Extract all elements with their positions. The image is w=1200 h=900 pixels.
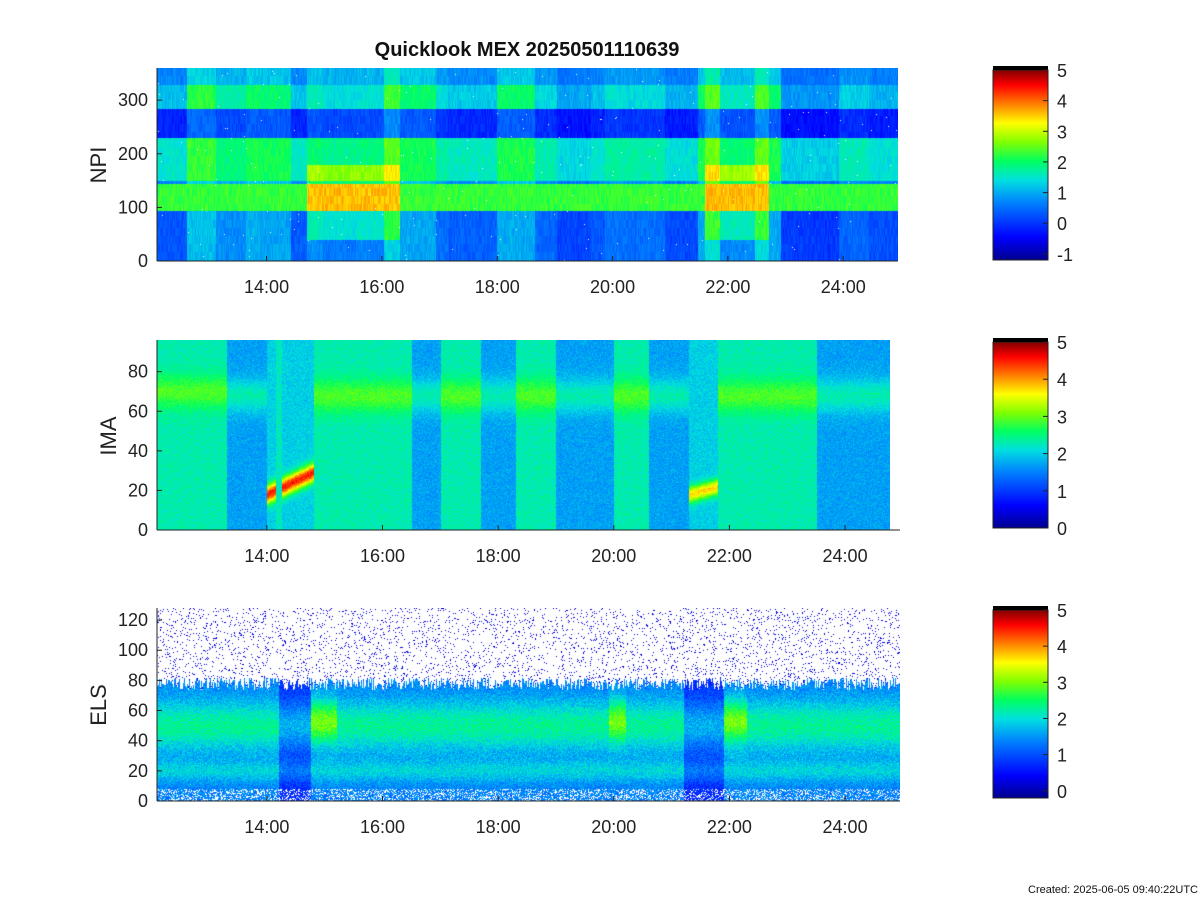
- colorbar-tick-label: 1: [1057, 184, 1067, 204]
- ima-colorbar-top: [993, 338, 1048, 342]
- y-tick-label: 40: [128, 731, 148, 751]
- x-tick-label: 16:00: [360, 546, 405, 566]
- panel-npi: 0 100 200 300 14:00 16:00 18:00 20:00 22:00 24:00…: [86, 61, 1073, 297]
- y-tick-label: 0: [138, 520, 148, 540]
- npi-ylabel: NPI: [86, 147, 111, 184]
- x-tick-label: 16:00: [359, 277, 404, 297]
- y-tick-label: 80: [128, 362, 148, 382]
- els-ylabel: ELS: [86, 684, 111, 726]
- colorbar-tick-label: 2: [1057, 153, 1067, 173]
- x-tick-label: 24:00: [823, 817, 868, 837]
- x-tick-label: 14:00: [244, 277, 289, 297]
- colorbar-tick-label: 1: [1057, 482, 1067, 502]
- y-tick-label: 200: [118, 144, 148, 164]
- colorbar-tick-label: 5: [1057, 333, 1067, 353]
- els-colorbar: [992, 609, 1049, 799]
- colorbar-tick-label: 5: [1057, 601, 1067, 621]
- y-tick-label: 100: [118, 197, 148, 217]
- ima-axes: 0 20 40 60 80 14:00 16:00 18:00 20:00 22:00 24:00: [128, 340, 900, 566]
- ima-ylabel: IMA: [96, 416, 121, 455]
- x-tick-label: 24:00: [821, 277, 866, 297]
- x-tick-label: 22:00: [707, 546, 752, 566]
- created-timestamp: Created: 2025-06-05 09:40:22UTC: [1028, 884, 1198, 896]
- x-tick-label: 14:00: [244, 546, 289, 566]
- els-colorbar-top: [993, 606, 1048, 610]
- x-tick-label: 22:00: [707, 817, 752, 837]
- x-tick-label: 18:00: [475, 277, 520, 297]
- els-axes: 0 20 40 60 80 100 120 14:00 16:00 18:00 20:00 22:00…: [118, 608, 900, 837]
- colorbar-tick-label: 5: [1057, 61, 1067, 81]
- colorbar-tick-label: 2: [1057, 709, 1067, 729]
- y-tick-label: 60: [128, 401, 148, 421]
- y-tick-label: 40: [128, 441, 148, 461]
- colorbar-tick-label: 3: [1057, 673, 1067, 693]
- colorbar-tick-label: 4: [1057, 92, 1067, 112]
- x-tick-label: 18:00: [476, 817, 521, 837]
- y-tick-label: 60: [128, 701, 148, 721]
- y-tick-label: 20: [128, 480, 148, 500]
- colorbar-tick-label: 4: [1057, 637, 1067, 657]
- x-tick-label: 18:00: [476, 546, 521, 566]
- ima-colorbar-ticks: 0 1 2 3 4 5: [1043, 333, 1067, 539]
- colorbar-tick-label: 3: [1057, 407, 1067, 427]
- y-tick-label: 100: [118, 640, 148, 660]
- npi-colorbar-top: [993, 66, 1048, 70]
- els-colorbar-ticks: 0 1 2 3 4 5: [1043, 601, 1067, 802]
- ima-colorbar: [992, 341, 1049, 529]
- colorbar-tick-label: 0: [1057, 782, 1067, 802]
- colorbar-tick-label: 0: [1057, 214, 1067, 234]
- y-tick-label: 20: [128, 761, 148, 781]
- x-tick-label: 16:00: [360, 817, 405, 837]
- npi-spectrogram: [157, 68, 898, 261]
- npi-axes: 0 100 200 300 14:00 16:00 18:00 20:00 22:00 24:00: [118, 68, 898, 297]
- colorbar-tick-label: 1: [1057, 746, 1067, 766]
- y-tick-label: 300: [118, 90, 148, 110]
- x-tick-label: 24:00: [823, 546, 868, 566]
- x-tick-label: 20:00: [590, 277, 635, 297]
- colorbar-tick-label: 3: [1057, 122, 1067, 142]
- colorbar-tick-label: -1: [1057, 245, 1073, 265]
- els-spectrogram: [157, 608, 900, 801]
- npi-colorbar-ticks: -1 0 1 2 3 4 5: [1043, 61, 1073, 265]
- colorbar-tick-label: 2: [1057, 445, 1067, 465]
- x-tick-label: 22:00: [705, 277, 750, 297]
- ima-spectrogram: [157, 340, 890, 530]
- y-tick-label: 0: [138, 251, 148, 271]
- colorbar-tick-label: 4: [1057, 370, 1067, 390]
- chart-title: Quicklook MEX 20250501110639: [375, 39, 680, 61]
- x-tick-label: 20:00: [591, 817, 636, 837]
- npi-colorbar: [992, 69, 1049, 261]
- x-tick-label: 20:00: [591, 546, 636, 566]
- y-tick-label: 80: [128, 670, 148, 690]
- y-tick-label: 120: [118, 610, 148, 630]
- x-tick-label: 14:00: [244, 817, 289, 837]
- y-tick-label: 0: [138, 791, 148, 811]
- colorbar-tick-label: 0: [1057, 519, 1067, 539]
